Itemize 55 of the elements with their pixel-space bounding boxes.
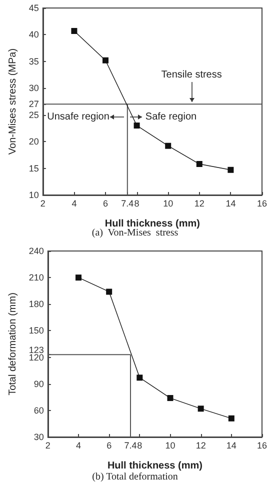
x-tick-label: 2 [45, 440, 50, 450]
x-tick-label: 14 [226, 198, 236, 208]
x-tick-label: 12 [194, 198, 204, 208]
ref-line-label: Tensile stress [161, 70, 222, 81]
y-tick-label: 35 [28, 56, 39, 66]
x-tick-label: 2 [40, 198, 46, 208]
point [71, 28, 78, 34]
y-tick-label: 10 [28, 190, 39, 200]
point [134, 122, 140, 129]
point [165, 142, 172, 149]
x-axis-title: Hull thickness (mm) [107, 460, 202, 472]
point [167, 395, 174, 402]
point [198, 406, 204, 412]
y-tick-label: 90 [34, 378, 44, 389]
y-tick-label: 40 [28, 30, 39, 40]
y-tick-label: 240 [28, 246, 44, 256]
x-tick-label: 14 [226, 440, 236, 450]
point [102, 57, 109, 64]
point [76, 274, 82, 281]
point [136, 374, 143, 381]
x-tick-label: 8 [137, 440, 142, 450]
y-tick-label: 30 [34, 432, 44, 442]
y-tick-label: 45 [28, 3, 39, 13]
y-tick-label: 27 [28, 99, 39, 110]
point [106, 288, 112, 295]
y-tick-label: 210 [28, 272, 44, 283]
annotation: Safe region [145, 112, 197, 123]
y-tick-label: 60 [34, 405, 44, 416]
x-tick-label: 7.4 [124, 440, 137, 450]
annotation: Unsafe region [47, 112, 110, 123]
point [228, 415, 234, 422]
x-tick-label: 6 [103, 198, 108, 208]
text: (b) Total deformation [92, 472, 178, 482]
y-tick-label: 20 [28, 136, 39, 147]
y-tick-label: 150 [28, 326, 44, 336]
x-axis-title: Hull thickness (mm) [104, 218, 200, 230]
point [196, 161, 202, 168]
x-tick-label: 7.4 [121, 198, 134, 208]
x-tick-label: 12 [196, 440, 206, 450]
x-tick-label: 4 [72, 198, 77, 208]
x-tick-label: 8 [134, 198, 140, 208]
x-tick-label: 16 [256, 198, 267, 208]
y-tick-label: 30 [28, 83, 39, 94]
y-axis-title: Total deformation (mm) [8, 292, 18, 396]
y-tick-label: 15 [28, 163, 39, 174]
x-tick-label: 10 [165, 440, 176, 450]
x-tick-label: 16 [256, 440, 267, 450]
text: (a) Von-Mises stress [92, 228, 178, 238]
y-axis-title: Von-Mises stress (MPa) [8, 48, 18, 155]
y-tick-label: 180 [28, 299, 44, 310]
x-tick-label: 4 [76, 440, 82, 450]
x-tick-label: 10 [163, 198, 174, 208]
x-tick-label: 6 [106, 440, 112, 450]
y-tick-label: 25 [28, 110, 39, 120]
point [228, 166, 234, 173]
